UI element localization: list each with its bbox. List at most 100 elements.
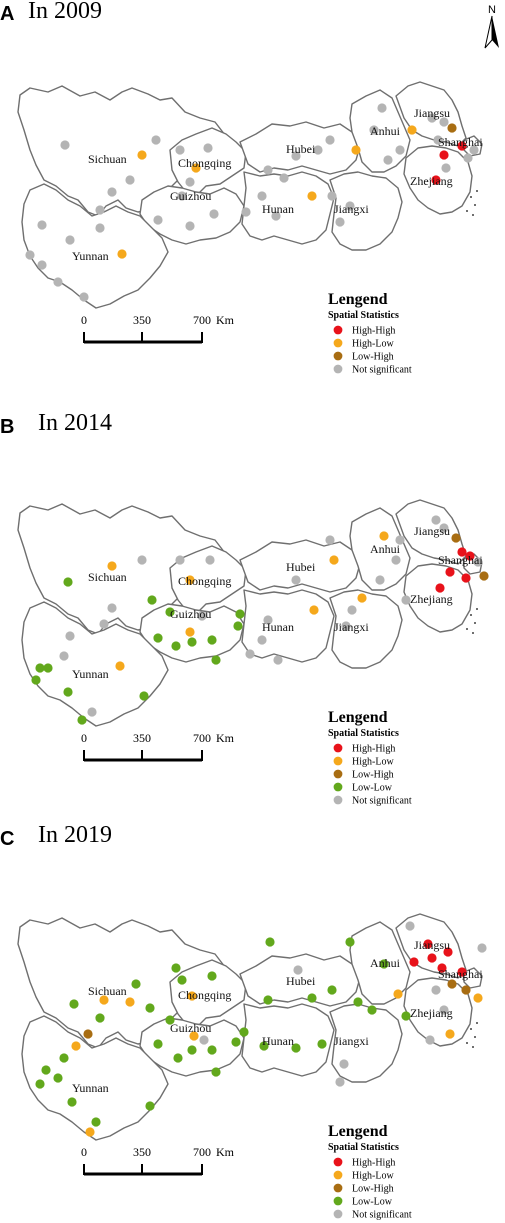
scale-tick-label: 0 <box>81 1145 87 1159</box>
city-dot-ns <box>425 1035 435 1045</box>
city-dot-ns <box>291 575 301 585</box>
legend-item-label: Not significant <box>352 365 412 376</box>
city-dot-ll <box>171 641 181 651</box>
city-dot-ns <box>271 211 281 221</box>
city-dot-ns <box>95 205 105 215</box>
legend-swatch-lh <box>333 351 343 361</box>
city-dot-ns <box>125 175 135 185</box>
city-dot-ns <box>263 165 273 175</box>
city-dot-ns <box>427 113 437 123</box>
legend-title: Lengend <box>328 709 388 726</box>
city-dot-ns <box>433 135 443 145</box>
province-hubei <box>239 539 361 593</box>
province-label: Yunnan <box>72 249 109 263</box>
city-dot-ns <box>439 523 449 533</box>
city-dot-ll <box>41 1065 51 1075</box>
city-dot-ll <box>235 609 245 619</box>
city-dot-ns <box>99 619 109 629</box>
city-dot-hl <box>357 593 367 603</box>
city-dot-ll <box>211 655 221 665</box>
province-label: Jiangxi <box>334 1034 369 1048</box>
city-dot-ns <box>25 250 35 260</box>
city-dot-ll <box>145 1101 155 1111</box>
province-zhejiang <box>403 563 473 633</box>
province-label: Shanghai <box>438 553 483 567</box>
coastal-islands <box>466 608 478 634</box>
city-dot-ns <box>65 235 75 245</box>
city-dot-ll <box>91 1117 101 1127</box>
city-dot-ns <box>53 277 63 287</box>
legend-swatch-hl <box>333 1170 343 1180</box>
panel-letter: A <box>0 3 15 25</box>
city-dot-ns <box>175 555 185 565</box>
city-dot-hl <box>329 555 339 565</box>
city-dot-ns <box>395 535 405 545</box>
city-dot-hl <box>107 561 117 571</box>
province-anhui <box>349 507 411 591</box>
province-label: Guizhou <box>170 189 211 203</box>
dot-layer <box>31 515 489 725</box>
city-dot-ll <box>327 985 337 995</box>
city-dot-ns <box>291 151 301 161</box>
city-dot-ll <box>63 687 73 697</box>
city-dot-ns <box>209 209 219 219</box>
city-dot-ll <box>307 993 317 1003</box>
city-dot-ns <box>95 223 105 233</box>
city-dot-ll <box>95 1013 105 1023</box>
city-dot-ns <box>263 615 273 625</box>
province-label: Guizhou <box>170 1021 211 1035</box>
province-layer <box>17 913 483 1141</box>
dot-layer <box>25 103 479 302</box>
scale-tick-label: 700 <box>193 1145 211 1159</box>
province-label: Shanghai <box>438 135 483 149</box>
province-label: Chongqing <box>178 156 231 170</box>
city-dot-ll <box>239 1027 249 1037</box>
city-dot-lh <box>479 571 489 581</box>
province-hubei <box>239 121 361 175</box>
city-dot-ns <box>37 260 47 270</box>
scale-tick-label: 0 <box>81 313 87 327</box>
map-panel-2019: C In 2019 Sichuan Chongqing Hubei Anhui Jian… <box>0 818 505 1223</box>
city-dot-hl <box>473 993 483 1003</box>
city-dot-hl <box>187 991 197 1001</box>
city-dot-ns <box>383 155 393 165</box>
city-dot-hl <box>185 575 195 585</box>
city-dot-ns <box>345 201 355 211</box>
scale-bar: 0 350 700 Km <box>81 313 235 344</box>
city-dot-ns <box>177 191 187 201</box>
legend-item-label: High-Low <box>352 339 394 350</box>
city-dot-ll <box>153 633 163 643</box>
province-label: Sichuan <box>88 984 127 998</box>
legend: Lengend Spatial Statistics High-High High-L… <box>328 291 412 376</box>
city-dot-lh <box>447 123 457 133</box>
city-dot-ns <box>151 135 161 145</box>
scale-tick-label: 350 <box>133 1145 151 1159</box>
province-shanghai <box>463 967 483 989</box>
city-dot-hl <box>407 125 417 135</box>
city-dot-ll <box>263 995 273 1005</box>
legend-swatch-lh <box>333 769 343 779</box>
city-dot-ll <box>259 1041 269 1051</box>
city-dot-ns <box>245 649 255 659</box>
city-dot-hh <box>445 567 455 577</box>
province-label: Hunan <box>262 1034 294 1048</box>
city-dot-ns <box>257 191 267 201</box>
city-dot-ns <box>463 153 473 163</box>
city-dot-ll <box>139 691 149 701</box>
city-dot-hl <box>191 163 201 173</box>
scale-unit-label: Km <box>216 313 235 327</box>
city-dot-hh <box>409 957 419 967</box>
legend-item-label: High-High <box>352 326 395 337</box>
city-dot-lh <box>451 533 461 543</box>
province-label: Jiangsu <box>414 524 450 538</box>
city-dot-ns <box>37 220 47 230</box>
legend-swatch-hl <box>333 756 343 766</box>
legend-swatch-hl <box>333 338 343 348</box>
city-dot-hl <box>309 605 319 615</box>
scale-tick-label: 700 <box>193 731 211 745</box>
legend-title: Lengend <box>328 291 388 308</box>
scale-unit-label: Km <box>216 731 235 745</box>
city-dot-ll <box>211 1067 221 1077</box>
legend-swatch-ns <box>333 795 343 805</box>
city-dot-ll <box>53 1073 63 1083</box>
